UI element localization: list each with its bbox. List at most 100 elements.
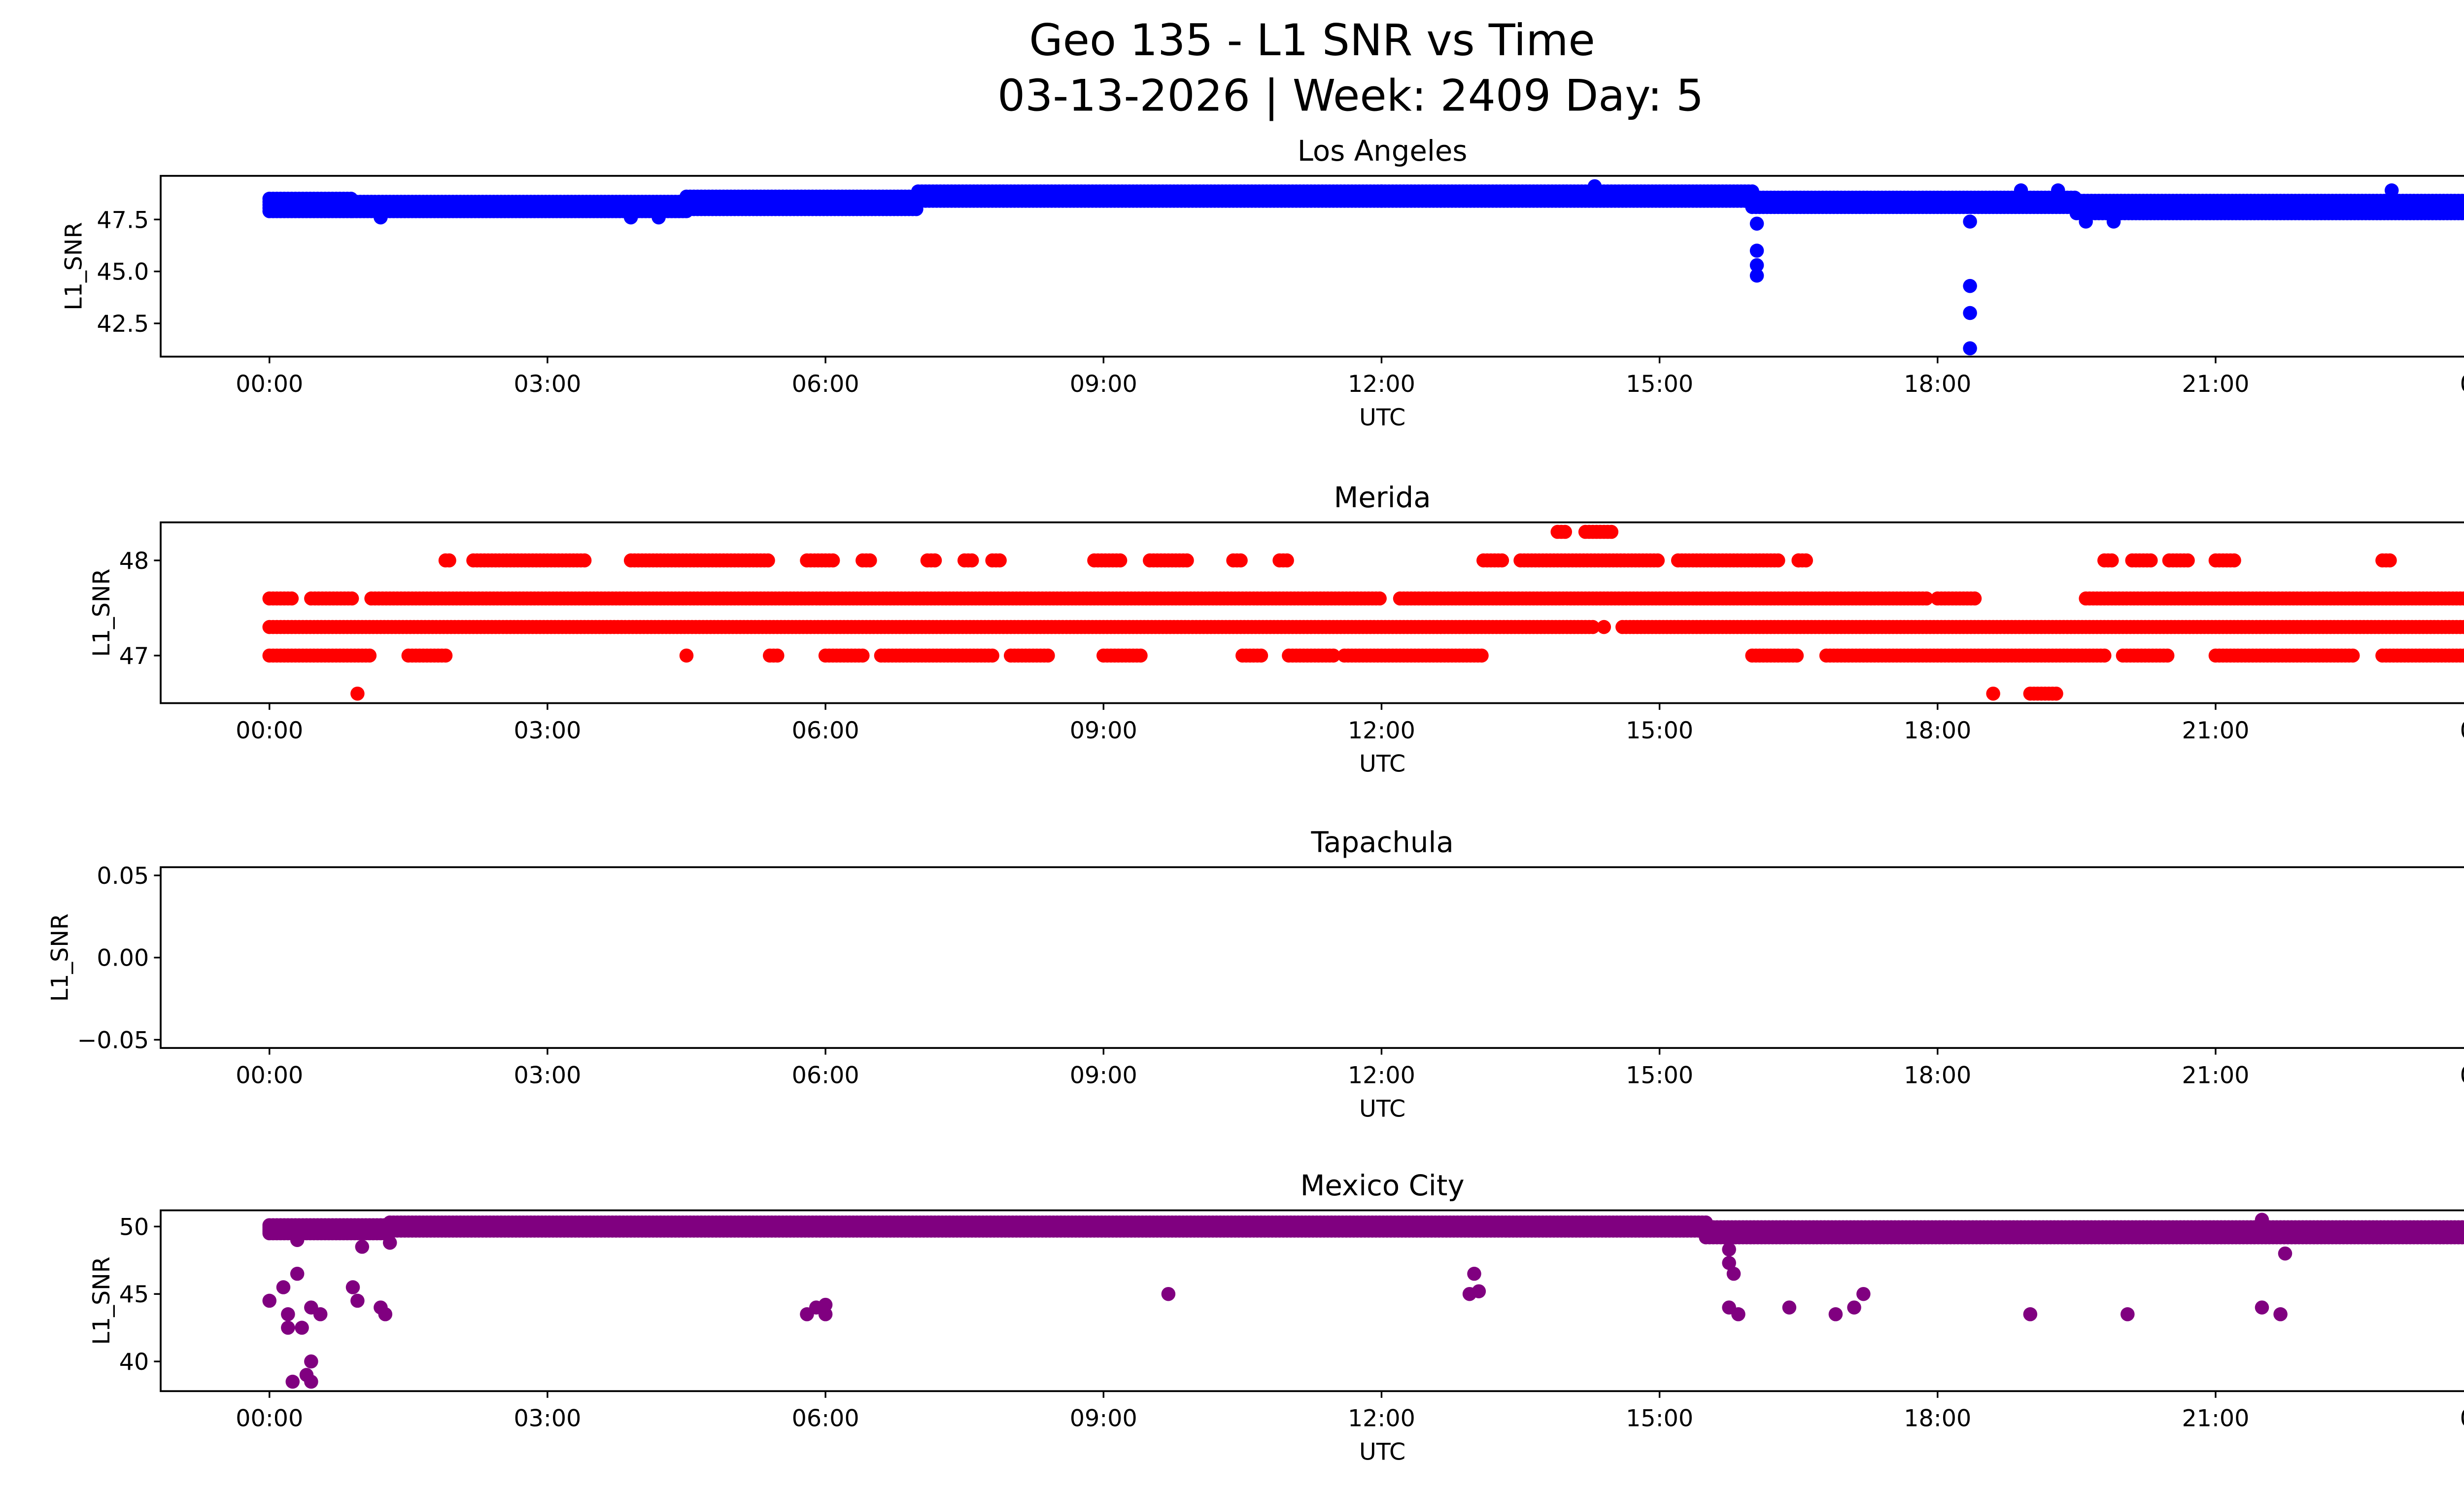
- data-point: [284, 591, 299, 606]
- scatter-points: [262, 1213, 2464, 1389]
- data-point: [927, 553, 942, 568]
- data-point: [442, 553, 456, 568]
- y-tick-label: 47.5: [97, 207, 149, 234]
- data-point: [1597, 620, 1611, 634]
- x-tick-label: 00:00: [2460, 371, 2464, 398]
- data-point: [770, 648, 785, 663]
- data-point: [1963, 341, 1977, 355]
- scatter-points: [262, 524, 2464, 701]
- figure-title-line2: 03-13-2026 | Week: 2409 Day: 5: [997, 70, 1704, 121]
- x-tick-label: 15:00: [1626, 371, 1693, 398]
- x-axis-label: UTC: [1359, 1095, 1405, 1122]
- data-point: [1372, 591, 1387, 606]
- y-axis-label: L1_SNR: [47, 913, 74, 1002]
- data-point: [438, 648, 453, 663]
- data-point: [623, 210, 638, 225]
- x-tick-label: 09:00: [1070, 1062, 1137, 1089]
- data-point: [1587, 179, 1602, 194]
- x-tick-label: 18:00: [1904, 717, 1971, 744]
- data-point: [1474, 648, 1489, 663]
- data-point: [964, 553, 979, 568]
- data-point: [2160, 648, 2175, 663]
- data-point: [825, 553, 840, 568]
- x-tick-label: 03:00: [513, 1062, 581, 1089]
- data-point: [1749, 243, 1764, 258]
- data-point: [863, 553, 877, 568]
- data-point: [577, 553, 592, 568]
- x-tick-label: 00:00: [236, 1062, 303, 1089]
- data-point: [1604, 524, 1619, 539]
- data-point: [344, 591, 359, 606]
- data-point: [1133, 648, 1148, 663]
- y-tick-label: 45.0: [97, 259, 149, 286]
- y-axis-label: L1_SNR: [88, 568, 115, 657]
- data-point: [1113, 553, 1128, 568]
- data-point: [2461, 621, 2464, 633]
- data-point: [2384, 183, 2399, 198]
- x-tick-label: 06:00: [792, 717, 859, 744]
- data-point: [856, 648, 870, 663]
- data-point: [1986, 686, 2000, 701]
- x-tick-label: 21:00: [2182, 1062, 2249, 1089]
- data-point: [2181, 553, 2195, 568]
- data-point: [1495, 553, 1509, 568]
- x-tick-label: 00:00: [2460, 717, 2464, 744]
- y-tick-label: 47: [119, 643, 149, 670]
- panel-title: Tapachula: [1310, 826, 1453, 859]
- data-point: [362, 648, 377, 663]
- panel-title: Merida: [1334, 481, 1431, 514]
- data-point: [1180, 553, 1194, 568]
- data-point: [1585, 620, 1600, 634]
- axes-frame: [160, 866, 2464, 1049]
- x-tick-label: 18:00: [1904, 1062, 1971, 1089]
- data-point: [2144, 553, 2158, 568]
- x-tick-label: 00:00: [236, 371, 303, 398]
- x-axis-label: UTC: [1359, 404, 1405, 431]
- data-point: [2461, 592, 2464, 605]
- x-tick-label: 21:00: [2182, 717, 2249, 744]
- data-point: [2383, 553, 2397, 568]
- x-tick-label: 09:00: [1070, 717, 1137, 744]
- data-point: [985, 648, 999, 663]
- data-point: [2105, 553, 2119, 568]
- x-tick-label: 06:00: [792, 371, 859, 398]
- data-point: [1963, 306, 1977, 320]
- panel-title: Mexico City: [1300, 1169, 1465, 1202]
- y-tick-label: −0.05: [77, 1027, 149, 1054]
- x-tick-label: 12:00: [1348, 371, 1415, 398]
- data-point: [761, 553, 775, 568]
- data-point: [1771, 553, 1785, 568]
- data-point: [350, 686, 365, 701]
- figure-title-line1: Geo 135 - L1 SNR vs Time: [1029, 15, 1595, 66]
- data-point: [2014, 183, 2028, 198]
- data-point: [2346, 648, 2360, 663]
- data-point: [2051, 183, 2065, 198]
- data-point: [1967, 591, 1982, 606]
- data-point: [1280, 553, 1294, 568]
- y-tick-label: 42.5: [97, 311, 149, 338]
- data-point: [2049, 686, 2063, 701]
- axes-frame: [160, 174, 2464, 358]
- data-point: [2106, 214, 2121, 229]
- data-point: [1749, 216, 1764, 231]
- x-tick-label: 15:00: [1626, 1062, 1693, 1089]
- data-point: [1963, 214, 1977, 229]
- data-point: [374, 210, 388, 225]
- axes-frame: [160, 521, 2464, 704]
- y-tick-label: 0.05: [97, 863, 149, 890]
- x-tick-label: 00:00: [236, 717, 303, 744]
- data-point: [1749, 258, 1764, 273]
- data-point: [1791, 553, 1806, 568]
- y-tick-label: 48: [119, 548, 149, 575]
- data-point: [992, 553, 1007, 568]
- data-point: [651, 210, 666, 225]
- x-tick-label: 09:00: [1070, 371, 1137, 398]
- y-tick-label: 0.00: [97, 945, 149, 972]
- x-tick-label: 21:00: [2182, 371, 2249, 398]
- data-point: [1041, 648, 1055, 663]
- x-tick-label: 03:00: [513, 717, 581, 744]
